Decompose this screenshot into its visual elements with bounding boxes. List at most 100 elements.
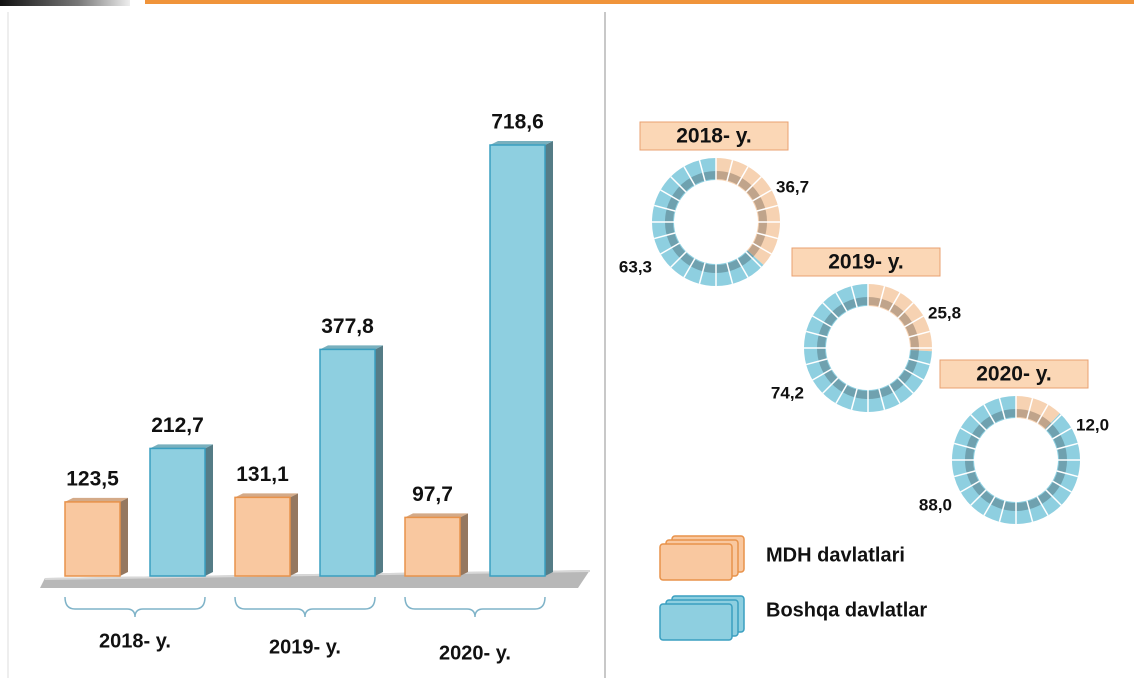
donut-separator xyxy=(726,262,734,285)
donut-separator xyxy=(960,427,981,440)
value-label: 74,2 xyxy=(771,383,804,402)
donut-separator xyxy=(805,358,828,366)
donut-separator xyxy=(670,251,687,268)
donut-inner-shade xyxy=(665,171,754,273)
donut-separator xyxy=(745,251,762,268)
donut-separator xyxy=(698,262,706,285)
bar-side xyxy=(205,444,213,576)
donut-separator xyxy=(751,189,772,202)
donut-separator xyxy=(726,159,734,182)
donut-separator xyxy=(970,489,987,506)
bar-top xyxy=(150,444,213,449)
donut-separator xyxy=(1051,480,1072,493)
donut-separator xyxy=(983,495,996,516)
value-label: 131,1 xyxy=(236,463,289,486)
value-label: 123,5 xyxy=(66,467,119,490)
donut-separator xyxy=(670,176,687,193)
donut-separator xyxy=(1036,404,1049,425)
legend-label: MDH davlatlari xyxy=(766,544,905,566)
donut-separator xyxy=(1026,500,1034,523)
donut-segment xyxy=(804,284,932,412)
value-label: 97,7 xyxy=(412,483,453,506)
category-brace xyxy=(234,596,376,618)
donut-separator xyxy=(1045,414,1062,431)
donut-title: 2020- y. xyxy=(976,363,1052,386)
value-label: 36,7 xyxy=(776,177,809,196)
donut-separator xyxy=(850,285,858,308)
legend-icon-mdh xyxy=(659,535,745,581)
bar-side xyxy=(460,513,468,576)
bar-top xyxy=(235,493,298,498)
donut-separator xyxy=(683,257,696,278)
donut-separator xyxy=(812,315,833,328)
donut-inner-shade xyxy=(817,297,919,399)
bar xyxy=(404,516,461,577)
donut-separator xyxy=(736,166,749,187)
donut-separator xyxy=(903,315,924,328)
donut-separator xyxy=(878,285,886,308)
bar-side xyxy=(375,345,383,576)
donut-segment xyxy=(867,284,932,352)
donut-separator xyxy=(953,442,976,450)
donut-inner-shade xyxy=(715,171,767,257)
donut-separator xyxy=(835,383,848,404)
donut-separator xyxy=(1045,489,1062,506)
donut-separator xyxy=(835,292,848,313)
value-label: 718,6 xyxy=(491,111,544,134)
donut-separator xyxy=(756,204,779,212)
bar-side xyxy=(290,493,298,576)
donut-title: 2019- y. xyxy=(828,251,904,274)
bar xyxy=(149,447,206,577)
donut-separator xyxy=(653,204,676,212)
donut-inner-shade xyxy=(1015,409,1051,429)
donut-separator xyxy=(822,302,839,319)
bar-side xyxy=(545,141,553,576)
top-rule xyxy=(145,0,1134,4)
donut-inner-shade xyxy=(965,409,1067,511)
donut-separator xyxy=(736,257,749,278)
value-label: 88,0 xyxy=(919,495,952,514)
bar xyxy=(319,348,376,577)
donut-separator xyxy=(751,242,772,255)
donut-separator xyxy=(745,176,762,193)
bar xyxy=(64,501,121,577)
donut-separator xyxy=(970,414,987,431)
donut-separator xyxy=(822,377,839,394)
donut-separator xyxy=(888,383,901,404)
donut-segment xyxy=(715,158,780,265)
donut-separator xyxy=(653,232,676,240)
donut-title-box xyxy=(939,359,1089,389)
donut-separator xyxy=(960,480,981,493)
bar-top xyxy=(65,497,128,502)
donut-separator xyxy=(897,302,914,319)
donut-separator xyxy=(908,358,931,366)
donut-separator xyxy=(983,404,996,425)
legend-label: Boshqa davlatlar xyxy=(766,599,927,621)
donut-separator xyxy=(953,470,976,478)
donut-separator xyxy=(805,330,828,338)
donut-inner-shade xyxy=(867,297,919,351)
donut-segment xyxy=(1015,396,1060,430)
donut-title-box xyxy=(791,247,941,277)
donut-title: 2018- y. xyxy=(676,125,752,148)
bar-top xyxy=(320,345,383,350)
donut-separator xyxy=(998,397,1006,420)
value-label: 63,3 xyxy=(619,257,652,276)
donut-segment xyxy=(952,396,1080,524)
x-tick-label: 2019- y. xyxy=(269,636,341,658)
donut-separator xyxy=(1036,495,1049,516)
donut-title-box xyxy=(639,121,789,151)
donut-separator xyxy=(1026,397,1034,420)
bar xyxy=(234,496,291,577)
donut-separator xyxy=(683,166,696,187)
donut-separator xyxy=(888,292,901,313)
donut-separator xyxy=(878,388,886,411)
category-brace xyxy=(404,596,546,618)
value-label: 25,8 xyxy=(928,303,961,322)
donut-separator xyxy=(1051,427,1072,440)
bar-top xyxy=(405,513,468,518)
donut-separator xyxy=(897,377,914,394)
legend-icon-boshqa xyxy=(659,595,745,641)
value-label: 377,8 xyxy=(321,315,374,338)
